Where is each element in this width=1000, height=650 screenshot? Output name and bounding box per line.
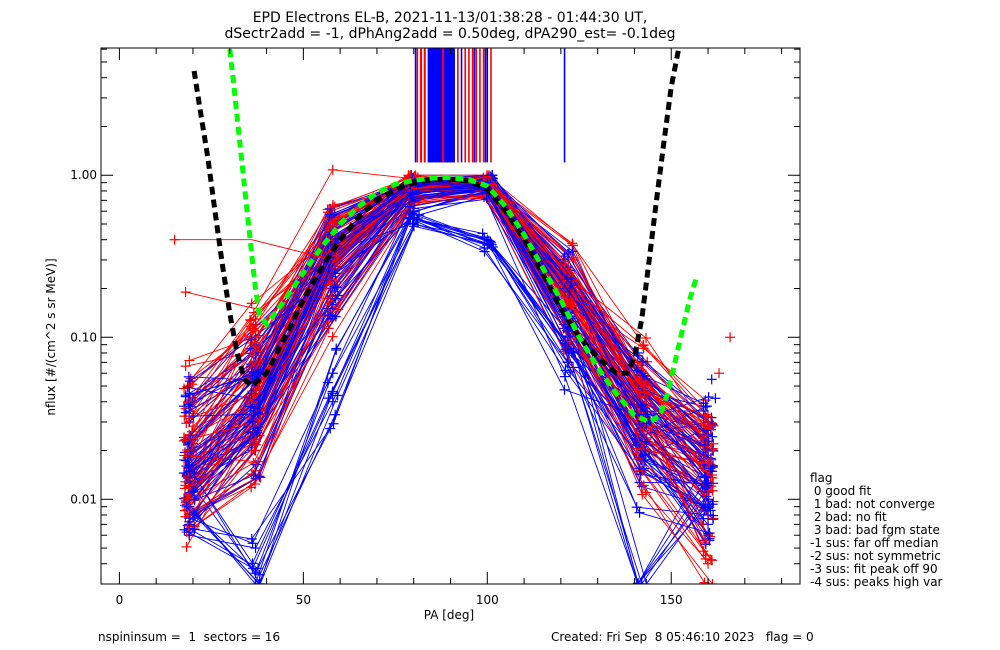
x-axis-label: PA [deg] [424,608,474,622]
x-tick-label: 0 [116,593,124,607]
footer-left: nspininsum = 1 sectors = 16 [98,630,280,644]
x-tick-label: 100 [476,593,499,607]
y-tick-label: 0.10 [70,330,97,344]
plot-marks [170,48,736,589]
legend-title: flag [810,471,833,485]
flag-legend: flag 0 good fit 1 bad: not converge 2 ba… [810,471,943,589]
legend-entry: -4 sus: peaks high var [810,575,943,589]
legend-entry: 0 good fit [810,484,872,498]
chart-title-line1: EPD Electrons EL-B, 2021-11-13/01:38:28 … [253,10,648,26]
legend-entry: -3 sus: fit peak off 90 [810,562,938,576]
top-mark-band [428,48,454,162]
red-profiles-line [187,175,707,450]
y-tick-label: 0.01 [70,492,97,506]
legend-entry: 2 bad: no fit [810,510,887,524]
legend-entry: 1 bad: not converge [810,497,935,511]
x-tick-label: 50 [296,593,311,607]
legend-entry: -2 sus: not symmetric [810,549,941,563]
legend-entry: 3 bad: bad fgm state [810,523,940,537]
y-tick-label: 1.00 [70,168,97,182]
legend-entry: -1 sus: far off median [810,536,938,550]
plot-area [170,48,736,589]
chart-title-line2: dSectr2add = -1, dPhAng2add = 0.50deg, d… [225,26,676,42]
y-axis-label: nflux [#/(cm^2 s sr MeV)] [44,258,58,415]
x-tick-label: 150 [660,593,683,607]
series-a-outlier-line [186,292,256,309]
footer-right: Created: Fri Sep 8 05:46:10 2023 flag = … [551,630,814,644]
